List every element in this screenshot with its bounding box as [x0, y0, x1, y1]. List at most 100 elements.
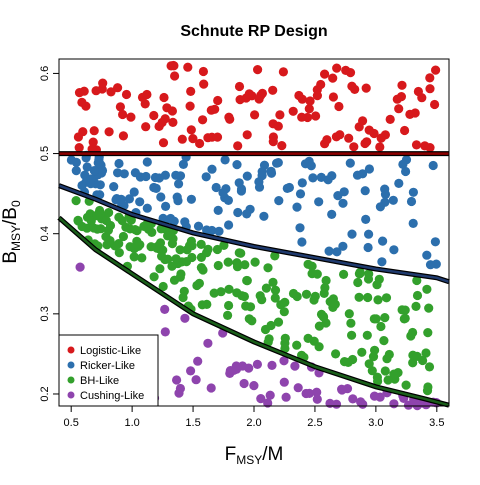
scatter-point: [234, 178, 244, 188]
scatter-point: [141, 122, 151, 132]
scatter-point: [242, 209, 252, 219]
scatter-point: [169, 216, 179, 226]
scatter-point: [82, 162, 92, 172]
x-tick-label: 3.0: [368, 417, 383, 429]
scatter-point: [186, 125, 196, 135]
scatter-point: [115, 102, 125, 112]
scatter-point: [431, 65, 441, 75]
y-axis-title-sub: MSY: [9, 225, 23, 251]
scatter-point: [273, 121, 283, 131]
scatter-point: [376, 321, 386, 332]
scatter-point: [270, 251, 280, 261]
scatter-point: [412, 351, 422, 361]
scatter-point: [203, 133, 213, 143]
scatter-point: [295, 223, 305, 233]
scatter-point: [357, 347, 367, 357]
legend-label-cushing: Cushing-Like: [80, 390, 144, 402]
scatter-point: [268, 132, 278, 142]
scatter-point: [206, 105, 216, 115]
scatter-point: [132, 226, 142, 236]
scatter-point: [239, 378, 249, 389]
x-tick-label: 1.0: [124, 417, 139, 429]
scatter-point: [328, 73, 338, 83]
scatter-point: [105, 236, 115, 246]
scatter-point: [314, 197, 324, 207]
scatter-point: [75, 262, 85, 272]
scatter-point: [160, 327, 170, 337]
scatter-point: [380, 313, 390, 323]
scatter-point: [363, 274, 374, 284]
scatter-point: [233, 141, 243, 151]
legend-label-ricker: Ricker-Like: [80, 360, 135, 372]
x-axis-title: FMSY/M: [225, 444, 284, 467]
scatter-point: [196, 252, 206, 262]
scatter-point: [338, 241, 348, 251]
scatter-point: [196, 239, 206, 249]
scatter-point: [282, 183, 292, 193]
scatter-point: [159, 92, 169, 103]
scatter-point: [253, 65, 263, 75]
scatter-point: [71, 196, 81, 206]
scatter-point: [270, 293, 280, 303]
scatter-point: [158, 138, 169, 148]
scatter-point: [180, 313, 190, 323]
scatter-point: [347, 81, 357, 91]
scatter-point: [328, 92, 338, 102]
scatter-point: [89, 223, 99, 233]
scatter-point: [86, 179, 96, 189]
scatter-point: [77, 97, 87, 107]
scatter-point: [348, 354, 358, 365]
scatter-point: [198, 115, 208, 125]
scatter-point: [294, 90, 304, 101]
scatter-point: [424, 362, 435, 372]
scatter-point: [320, 69, 330, 79]
scatter-point: [344, 309, 354, 319]
scatter-point: [133, 241, 143, 251]
scatter-point: [411, 140, 422, 150]
scatter-point: [316, 79, 326, 90]
scatter-point: [106, 87, 116, 97]
scatter-point: [293, 383, 303, 393]
scatter-point: [397, 80, 407, 90]
scatter-point: [268, 85, 278, 95]
scatter-point: [193, 221, 204, 231]
scatter-point: [363, 292, 373, 303]
scatter-point: [113, 168, 123, 178]
scatter-point: [406, 331, 416, 341]
scatter-point: [364, 125, 374, 135]
scatter-point: [124, 194, 134, 204]
scatter-point: [277, 141, 287, 151]
scatter-point: [218, 188, 228, 198]
scatter-point: [381, 293, 392, 303]
scatter-point: [290, 361, 300, 371]
scatter-point: [104, 208, 114, 218]
scatter-point: [74, 88, 85, 98]
scatter-point: [254, 177, 264, 187]
y-axis-title-main: B: [0, 251, 21, 264]
scatter-point: [330, 299, 340, 309]
scatter-point: [400, 305, 410, 315]
scatter-point: [288, 288, 299, 299]
scatter-point: [361, 83, 371, 93]
x-axis-title-main: F: [225, 444, 237, 465]
scatter-point: [71, 157, 81, 167]
scatter-point: [223, 195, 233, 205]
y-axis-title-tail-sub: 0: [9, 200, 23, 207]
scatter-point: [220, 155, 230, 165]
scatter-point: [375, 202, 385, 212]
scatter-point: [242, 276, 252, 286]
scatter-point: [279, 356, 289, 366]
scatter-point: [273, 158, 283, 168]
scatter-point: [96, 224, 106, 234]
scatter-point: [361, 214, 371, 224]
scatter-point: [125, 242, 135, 252]
scatter-point: [242, 171, 252, 181]
scatter-point: [311, 111, 321, 121]
scatter-point: [360, 186, 370, 196]
scatter-point: [86, 216, 96, 226]
y-axis-title: BMSY/B0: [0, 200, 23, 264]
scatter-point: [178, 159, 188, 169]
scatter-point: [266, 320, 276, 331]
legend: Logistic-Like Ricker-Like BH-Like Cushin…: [58, 334, 159, 407]
scatter-point: [130, 168, 140, 178]
